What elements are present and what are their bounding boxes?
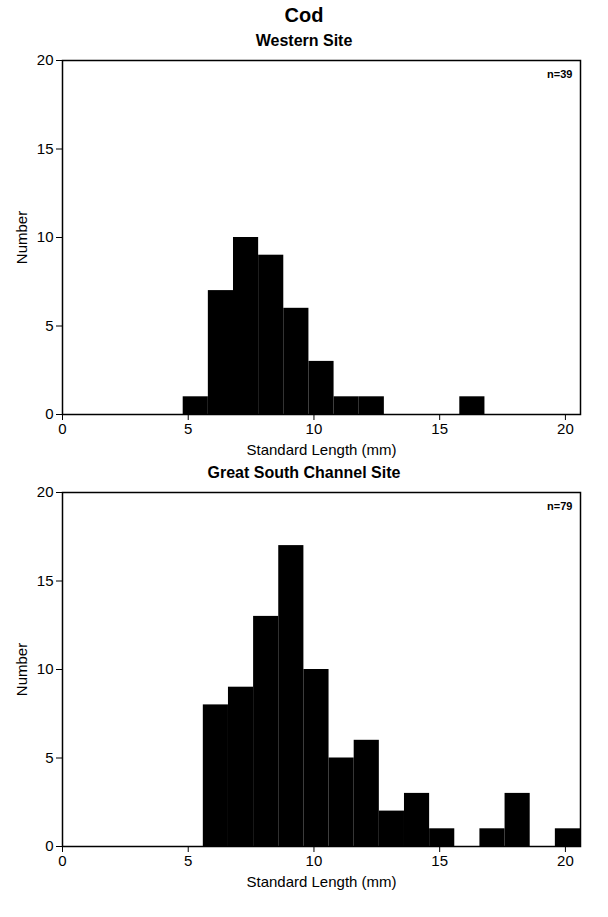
svg-text:0: 0 [45, 837, 53, 854]
svg-text:20: 20 [37, 484, 54, 500]
svg-text:20: 20 [557, 420, 574, 437]
svg-text:Number: Number [13, 643, 30, 696]
svg-text:0: 0 [58, 420, 66, 437]
svg-text:n=39: n=39 [547, 68, 572, 80]
svg-text:Standard Length (mm): Standard Length (mm) [246, 873, 396, 890]
svg-text:n=79: n=79 [547, 500, 572, 512]
svg-text:5: 5 [184, 420, 192, 437]
svg-text:20: 20 [37, 52, 54, 68]
svg-text:15: 15 [37, 572, 54, 589]
html-text:Western Site: Western Site [255, 32, 353, 49]
svg-text:5: 5 [45, 749, 53, 766]
svg-text:5: 5 [45, 317, 53, 334]
svg-text:0: 0 [58, 852, 66, 869]
svg-text:0: 0 [45, 405, 53, 422]
svg-text:20: 20 [557, 852, 574, 869]
svg-text:5: 5 [184, 852, 192, 869]
svg-text:Standard Length (mm): Standard Length (mm) [246, 441, 396, 458]
svg-text:10: 10 [306, 852, 323, 869]
svg-text:15: 15 [37, 140, 54, 157]
svg-text:10: 10 [37, 228, 54, 245]
html-text:Cod: Cod [284, 4, 324, 26]
svg-text:15: 15 [431, 852, 448, 869]
svg-text:10: 10 [37, 660, 54, 677]
svg-text:10: 10 [306, 420, 323, 437]
html-text:Great South Channel Site: Great South Channel Site [207, 464, 401, 481]
svg-text:15: 15 [431, 420, 448, 437]
svg-text:Number: Number [13, 211, 30, 264]
